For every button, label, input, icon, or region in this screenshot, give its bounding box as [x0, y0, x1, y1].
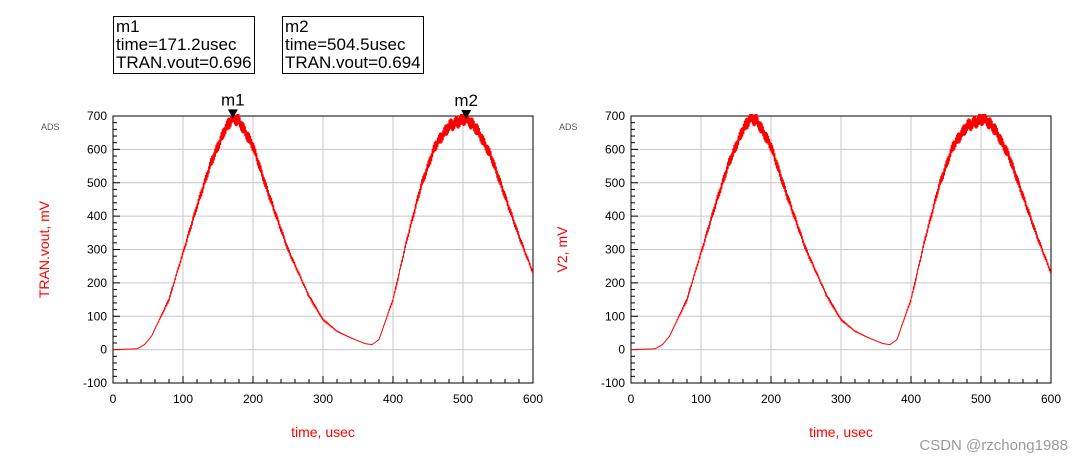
x-tick-label: 200: [761, 392, 781, 406]
marker-readout-m1: m1 time=171.2usec TRAN.vout=0.696: [113, 16, 255, 74]
y-tick-label: 300: [87, 243, 107, 257]
x-tick-label: 0: [110, 392, 117, 406]
x-tick-label: 500: [971, 392, 991, 406]
y-axis-label: V2, mV: [554, 226, 570, 273]
y-tick-label: -100: [601, 376, 625, 390]
y-tick-label: 0: [100, 343, 107, 357]
marker-label-m2: m2: [454, 91, 478, 110]
y-tick-label: 400: [605, 209, 625, 223]
ads-tag: ADS: [41, 122, 60, 132]
y-tick-label: 400: [87, 209, 107, 223]
x-tick-label: 300: [313, 392, 333, 406]
plot-1: 0 100 200 300 400 500 600-10001002003004005006…: [36, 90, 543, 440]
x-tick-label: 600: [1041, 392, 1061, 406]
marker-readout-m2: m2 time=504.5usec TRAN.vout=0.694: [282, 16, 424, 74]
x-tick-label: 200: [243, 392, 263, 406]
marker-label-m1: m1: [221, 90, 245, 109]
y-axis-label: TRAN.vout, mV: [36, 200, 52, 298]
marker-name: m1: [116, 17, 140, 36]
y-tick-label: 200: [87, 276, 107, 290]
marker-triangle-m2: [461, 110, 472, 120]
x-tick-label: 600: [523, 392, 543, 406]
y-tick-label: 700: [605, 109, 625, 123]
y-tick-label: -100: [83, 376, 107, 390]
x-tick-label: 300: [831, 392, 851, 406]
marker-triangle-m1: [227, 109, 238, 119]
watermark: CSDN @rzchong1988: [919, 437, 1068, 454]
y-tick-label: 500: [605, 176, 625, 190]
y-tick-label: 300: [605, 243, 625, 257]
y-tick-label: 100: [87, 309, 107, 323]
trace-line: [113, 114, 533, 351]
x-tick-label: 500: [453, 392, 473, 406]
marker-value: TRAN.vout=0.694: [285, 53, 421, 72]
y-tick-label: 100: [605, 309, 625, 323]
marker-time: time=504.5usec: [285, 35, 406, 54]
y-tick-label: 600: [605, 142, 625, 156]
ads-tag: ADS: [559, 122, 578, 132]
y-tick-label: 700: [87, 109, 107, 123]
marker-value: TRAN.vout=0.696: [116, 53, 252, 72]
trace-line: [631, 114, 1051, 351]
marker-time: time=171.2usec: [116, 35, 237, 54]
x-axis-label: time, usec: [809, 424, 873, 440]
x-axis-label: time, usec: [291, 424, 355, 440]
x-tick-label: 400: [901, 392, 921, 406]
y-tick-label: 0: [618, 343, 625, 357]
x-tick-label: 100: [691, 392, 711, 406]
marker-name: m2: [285, 17, 309, 36]
y-tick-label: 500: [87, 176, 107, 190]
plot-2: 0 100 200 300 400 500 600-10001002003004005006…: [554, 109, 1061, 440]
x-tick-label: 400: [383, 392, 403, 406]
x-tick-label: 100: [173, 392, 193, 406]
y-tick-label: 200: [605, 276, 625, 290]
x-tick-label: 0: [628, 392, 635, 406]
y-tick-label: 600: [87, 142, 107, 156]
